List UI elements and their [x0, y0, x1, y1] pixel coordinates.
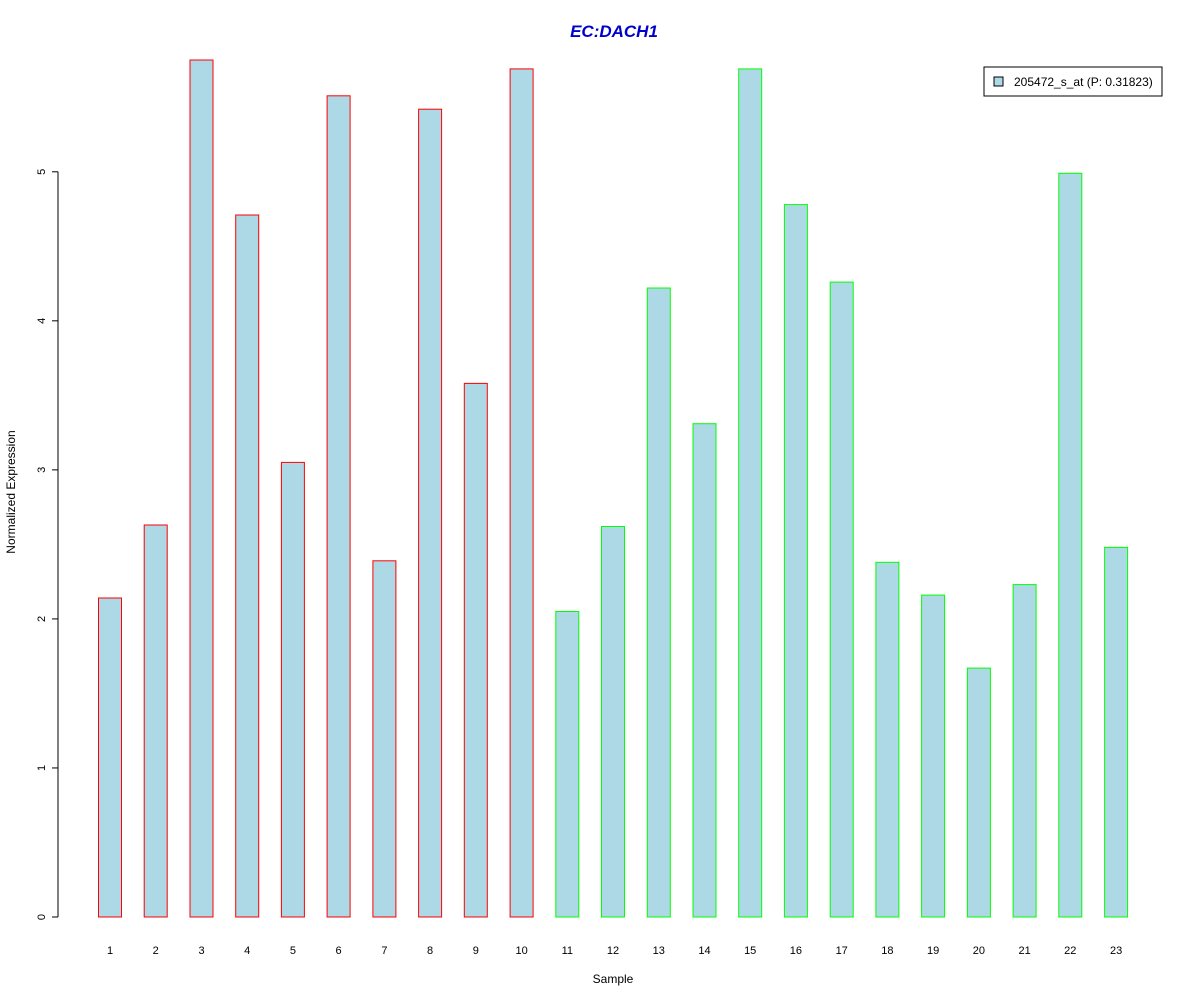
- x-tick-label: 17: [836, 945, 848, 957]
- legend: 205472_s_at (P: 0.31823): [983, 66, 1163, 97]
- x-tick-labels: 1 2 3 4 5 6 7 8 9 10 11 12 13 14 15 16 17 18 19 20 21 22 23: [107, 945, 1122, 957]
- y-tick-label: 1: [36, 765, 48, 771]
- bar-sample-15: [738, 68, 763, 918]
- x-tick-label: 11: [562, 945, 573, 957]
- bar-sample-13: [646, 287, 671, 918]
- bar-sample-12: [601, 526, 625, 918]
- x-tick-label: 5: [290, 945, 296, 957]
- bar-sample-6: [326, 95, 351, 918]
- bar-sample-10: [509, 68, 534, 918]
- x-tick-label: 14: [698, 945, 710, 957]
- x-tick-label: 4: [244, 945, 250, 957]
- x-tick-label: 21: [1018, 945, 1030, 957]
- y-tick-label: 3: [36, 467, 48, 473]
- bar-sample-1: [98, 597, 122, 918]
- y-tick-label: 2: [36, 616, 48, 622]
- y-tick-label: 0: [36, 914, 48, 920]
- legend-box: [983, 66, 1163, 97]
- bar-sample-11: [555, 611, 580, 918]
- bar-sample-2: [143, 524, 168, 918]
- x-tick-label: 19: [927, 945, 939, 957]
- x-tick-label: 8: [427, 945, 433, 957]
- bar-sample-8: [418, 108, 443, 918]
- x-tick-label: 20: [973, 945, 985, 957]
- bar-sample-9: [463, 382, 488, 918]
- bar-sample-20: [966, 667, 991, 918]
- bar-sample-16: [783, 204, 808, 918]
- x-tick-label: 9: [473, 945, 479, 957]
- y-axis: 0 1 2 3 4 5: [36, 169, 59, 920]
- bar-sample-5: [280, 461, 305, 918]
- bar-sample-17: [829, 281, 854, 918]
- bar-sample-14: [692, 423, 717, 918]
- x-tick-label: 2: [153, 945, 159, 957]
- y-tick-label: 4: [36, 318, 48, 324]
- bar-sample-4: [235, 214, 260, 918]
- y-axis-title: Normalized Expression: [4, 430, 18, 553]
- x-tick-label: 6: [336, 945, 342, 957]
- x-axis-title: Sample: [593, 972, 634, 986]
- chart-title: EC:DACH1: [570, 22, 658, 41]
- x-tick-label: 1: [107, 945, 113, 957]
- bar-sample-3: [189, 59, 214, 918]
- x-tick-label: 10: [515, 945, 527, 957]
- bar-sample-23: [1104, 546, 1129, 918]
- x-tick-label: 7: [381, 945, 387, 957]
- x-tick-label: 13: [653, 945, 665, 957]
- x-tick-label: 22: [1064, 945, 1076, 957]
- bar-sample-21: [1012, 584, 1037, 918]
- bar-sample-18: [875, 561, 900, 918]
- bar-sample-22: [1058, 172, 1083, 918]
- x-tick-label: 18: [881, 945, 893, 957]
- x-tick-label: 15: [744, 945, 756, 957]
- y-tick-label: 5: [36, 169, 48, 175]
- bars-group: [98, 59, 1129, 918]
- legend-label: 205472_s_at (P: 0.31823): [1014, 75, 1153, 89]
- bar-sample-19: [921, 594, 946, 918]
- legend-swatch: [993, 76, 1004, 87]
- x-tick-label: 12: [607, 945, 619, 957]
- x-tick-label: 16: [790, 945, 802, 957]
- bar-sample-7: [372, 560, 397, 918]
- x-tick-label: 23: [1110, 945, 1122, 957]
- x-tick-label: 3: [198, 945, 204, 957]
